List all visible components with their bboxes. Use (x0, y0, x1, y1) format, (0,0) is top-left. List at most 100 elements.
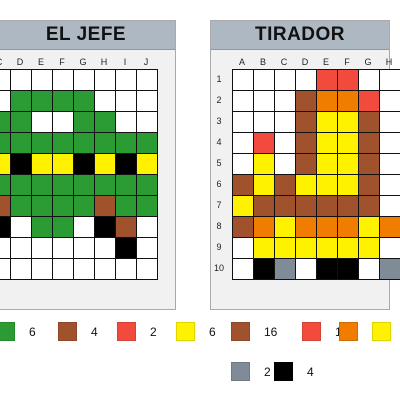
tirador-legend-item: 4 (274, 362, 314, 381)
tirador-cell (233, 112, 254, 133)
el-jefe-cell (0, 112, 11, 133)
tirador-cell (275, 112, 296, 133)
tirador-cell (275, 133, 296, 154)
el-jefe-cell (32, 175, 53, 196)
tirador-legend-count: 2 (264, 364, 271, 379)
tirador-legend-item: 8 (339, 322, 379, 341)
el-jefe-cell (95, 196, 116, 217)
el-jefe-cell (116, 70, 137, 91)
tirador-legend-swatch (302, 322, 321, 341)
tirador-cell (254, 259, 275, 280)
el-jefe-title: EL JEFE (0, 21, 175, 50)
el-jefe-cell (137, 259, 158, 280)
tirador-cell (317, 175, 338, 196)
el-jefe-legend-count: 4 (91, 324, 98, 339)
tirador-cell (296, 217, 317, 238)
el-jefe-legend-count: 6 (29, 324, 36, 339)
tirador-cell (275, 91, 296, 112)
tirador-legend-count: 4 (307, 364, 314, 379)
tirador-legend-swatch (372, 322, 391, 341)
el-jefe-cell (53, 259, 74, 280)
tirador-cell (338, 238, 359, 259)
tirador-cell (359, 91, 380, 112)
el-jefe-cell (74, 154, 95, 175)
tirador-cell (317, 259, 338, 280)
tirador-legend-count: 16 (264, 324, 278, 339)
el-jefe-cell (95, 259, 116, 280)
el-jefe-cell (53, 196, 74, 217)
tirador-cell (296, 112, 317, 133)
el-jefe-column-label: I (123, 57, 127, 67)
el-jefe-legend-item: 6 (176, 322, 216, 341)
tirador-column-label: C (280, 57, 288, 67)
tirador-cell (338, 196, 359, 217)
el-jefe-cell (74, 259, 95, 280)
tirador-cell (275, 217, 296, 238)
tirador-cell (359, 70, 380, 91)
el-jefe-cell (137, 70, 158, 91)
tirador-row-label: 7 (216, 200, 222, 210)
tirador-pixel-grid (232, 69, 400, 280)
el-jefe-legend-swatch (176, 322, 195, 341)
tirador-column-label: A (238, 57, 245, 67)
el-jefe-cell (0, 259, 11, 280)
tirador-cell (233, 217, 254, 238)
el-jefe-cell (137, 175, 158, 196)
tirador-cell (317, 112, 338, 133)
el-jefe-legend-item: 2 (117, 322, 157, 341)
tirador-cell (380, 175, 400, 196)
tirador-legend-swatch (231, 322, 250, 341)
tirador-column-label: H (385, 57, 393, 67)
tirador-legend-swatch (339, 322, 358, 341)
el-jefe-column-label: J (143, 57, 149, 67)
tirador-cell (254, 133, 275, 154)
el-jefe-cell (11, 91, 32, 112)
tirador-cell (380, 217, 400, 238)
tirador-cell (317, 91, 338, 112)
el-jefe-cell (32, 259, 53, 280)
el-jefe-pixel-grid (0, 69, 158, 280)
el-jefe-cell (11, 217, 32, 238)
el-jefe-cell (116, 91, 137, 112)
tirador-cell (296, 91, 317, 112)
el-jefe-cell (95, 91, 116, 112)
tirador-cell (380, 133, 400, 154)
tirador-legend-swatch (231, 362, 250, 381)
el-jefe-cell (32, 70, 53, 91)
tirador-row-label: 4 (216, 137, 222, 147)
tirador-cell (338, 133, 359, 154)
tirador-cell (359, 112, 380, 133)
el-jefe-cell (53, 70, 74, 91)
el-jefe-cell (95, 70, 116, 91)
tirador-cell (275, 175, 296, 196)
el-jefe-legend-swatch (117, 322, 136, 341)
el-jefe-cell (137, 217, 158, 238)
el-jefe-cell (116, 196, 137, 217)
tirador-cell (254, 238, 275, 259)
tirador-cell (359, 217, 380, 238)
el-jefe-cell (116, 217, 137, 238)
el-jefe-cell (11, 196, 32, 217)
tirador-cell (338, 175, 359, 196)
tirador-cell (338, 91, 359, 112)
el-jefe-cell (11, 259, 32, 280)
tirador-cell (275, 154, 296, 175)
tirador-legend-item: 16 (372, 322, 400, 341)
tirador-cell (359, 259, 380, 280)
el-jefe-cell (74, 70, 95, 91)
el-jefe-cell (137, 133, 158, 154)
el-jefe-cell (11, 70, 32, 91)
el-jefe-cell (0, 70, 11, 91)
el-jefe-cell (95, 133, 116, 154)
tirador-cell (380, 70, 400, 91)
el-jefe-cell (95, 175, 116, 196)
tirador-legend-item: 2 (231, 362, 271, 381)
tirador-cell (380, 112, 400, 133)
el-jefe-legend-item: 4 (58, 322, 98, 341)
tirador-column-label: B (259, 57, 266, 67)
tirador-cell (254, 70, 275, 91)
tirador-column-label: D (301, 57, 309, 67)
el-jefe-legend-item: 6 (0, 322, 36, 341)
el-jefe-column-label: H (100, 57, 108, 67)
tirador-cell (359, 133, 380, 154)
